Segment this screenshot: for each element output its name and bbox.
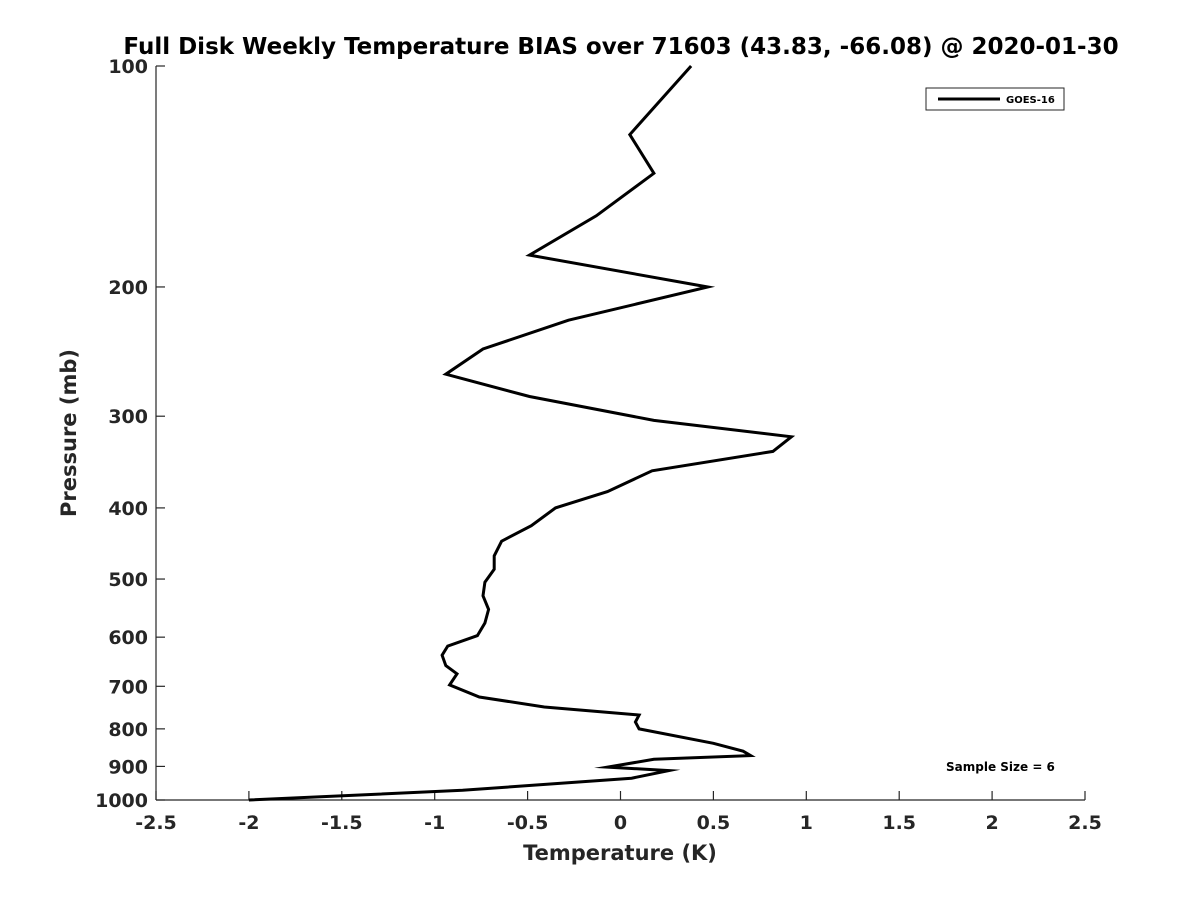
x-tick-label: 1 bbox=[800, 812, 813, 834]
y-tick-label: 1000 bbox=[95, 790, 148, 812]
legend: GOES-16 bbox=[925, 87, 1065, 111]
x-tick-label: 2.5 bbox=[1068, 812, 1102, 834]
x-tick-label: -0.5 bbox=[507, 812, 549, 834]
chart-title: Full Disk Weekly Temperature BIAS over 7… bbox=[123, 34, 1118, 60]
y-tick-label: 800 bbox=[108, 719, 148, 741]
x-ticks: -2.5 -2 -1.5 -1 -0.5 0 0.5 1 1.5 2 2.5 bbox=[135, 791, 1102, 834]
series-line-goes-16 bbox=[248, 65, 796, 802]
x-tick-label: 0.5 bbox=[697, 812, 731, 834]
y-tick-label: 700 bbox=[108, 676, 148, 698]
y-axis-label: Pressure (mb) bbox=[57, 349, 81, 517]
sample-size-annotation: Sample Size = 6 bbox=[946, 760, 1055, 774]
legend-label-goes-16: GOES-16 bbox=[1006, 95, 1055, 106]
x-tick-label: 0 bbox=[614, 812, 627, 834]
y-ticks: 100 200 300 400 500 600 700 800 900 1000 bbox=[95, 56, 165, 812]
y-tick-label: 400 bbox=[108, 498, 148, 520]
y-tick-label: 100 bbox=[108, 56, 148, 78]
series-layer bbox=[248, 65, 796, 802]
x-tick-label: -1.5 bbox=[321, 812, 363, 834]
x-axis-label: Temperature (K) bbox=[523, 841, 717, 865]
y-tick-label: 600 bbox=[108, 627, 148, 649]
y-tick-label: 200 bbox=[108, 277, 148, 299]
x-tick-label: -2.5 bbox=[135, 812, 177, 834]
y-tick-label: 900 bbox=[108, 756, 148, 778]
y-tick-label: 300 bbox=[108, 406, 148, 428]
y-tick-label: 500 bbox=[108, 569, 148, 591]
x-tick-label: -1 bbox=[424, 812, 445, 834]
x-tick-label: 1.5 bbox=[882, 812, 916, 834]
x-tick-label: 2 bbox=[985, 812, 998, 834]
x-tick-label: -2 bbox=[238, 812, 259, 834]
